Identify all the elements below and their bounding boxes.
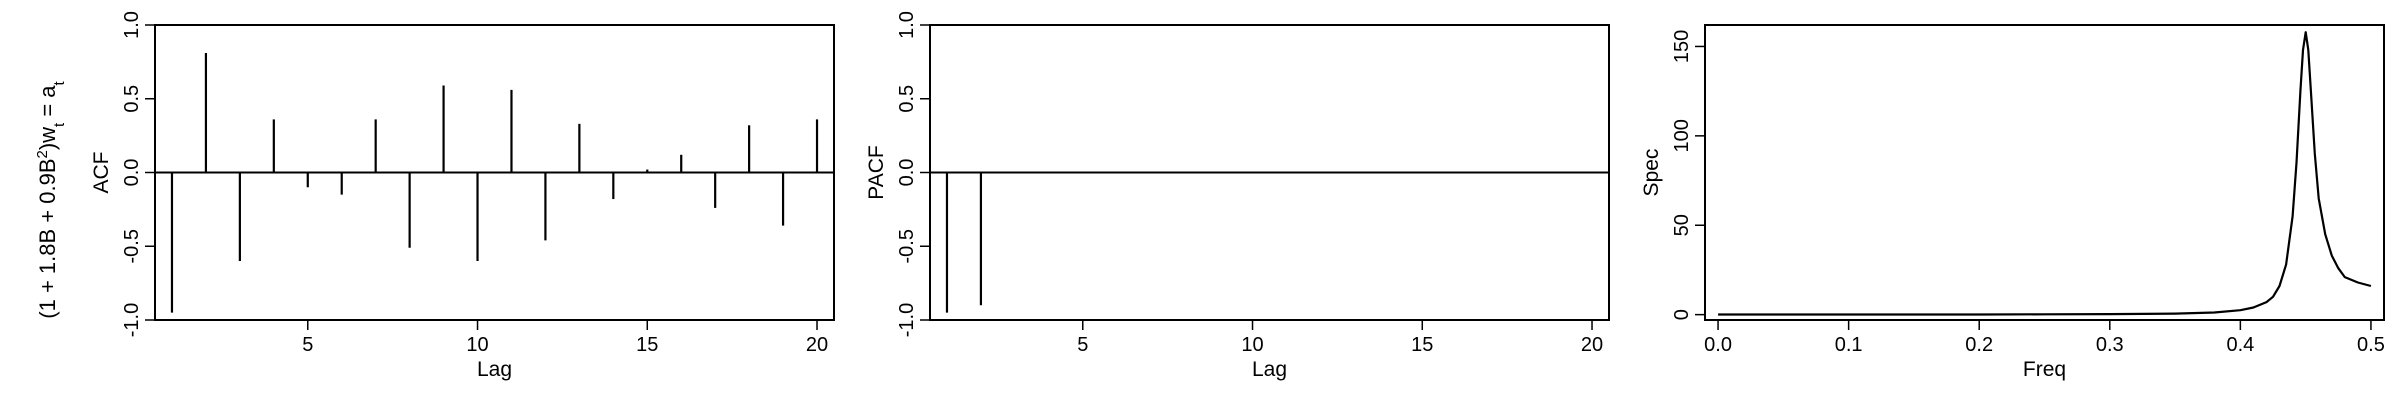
y-tick-label: 1.0 xyxy=(121,11,143,39)
y-tick-label: 0 xyxy=(1671,309,1693,320)
x-tick-label: 0.4 xyxy=(2226,334,2254,356)
y-tick-label: -1.0 xyxy=(121,303,143,337)
x-tick-label: 10 xyxy=(1241,334,1263,356)
acf-panel: 5 10 15 20 -1.0 -0.5 0.0 0.5 1.0 Lag ACF xyxy=(90,11,835,381)
x-axis-title: Lag xyxy=(477,358,512,381)
y-tick-label: -0.5 xyxy=(121,229,143,263)
x-tick-label: 20 xyxy=(806,334,828,356)
spectrum-panel: 0.0 0.1 0.2 0.3 0.4 0.5 0 50 100 150 Freq Spec xyxy=(1640,24,2385,381)
row-label-a-sub: t xyxy=(51,80,68,85)
row-label-w-sub: t xyxy=(51,122,68,127)
x-tick-label: 0.5 xyxy=(2357,334,2385,356)
y-tick-label: 1.0 xyxy=(896,11,918,39)
x-tick-label: 5 xyxy=(1077,334,1088,356)
y-tick-label: 50 xyxy=(1671,214,1693,236)
x-tick-label: 10 xyxy=(466,334,488,356)
row-label-power: 2 xyxy=(34,150,51,158)
pacf-panel: 5 10 15 20 -1.0 -0.5 0.0 0.5 1.0 Lag PACF xyxy=(865,11,1610,381)
y-axis-title: ACF xyxy=(90,152,113,194)
x-tick-label: 15 xyxy=(1411,334,1433,356)
y-tick-label: 0.5 xyxy=(121,85,143,113)
row-label-middle: )w xyxy=(35,127,60,150)
y-tick-label: 100 xyxy=(1671,119,1693,152)
x-tick-label: 0.0 xyxy=(1704,334,1732,356)
x-axis-title: Freq xyxy=(2023,358,2066,381)
x-tick-label: 0.2 xyxy=(1965,334,1993,356)
row-label-eq: = a xyxy=(35,85,60,123)
plot-frame xyxy=(1704,24,2385,321)
y-tick-label: -1.0 xyxy=(896,303,918,337)
spectrum-line xyxy=(1718,31,2372,316)
y-axis-title: PACF xyxy=(865,145,888,199)
row-label: (1 + 1.8B + 0.9B2)wt = at xyxy=(34,80,68,318)
x-tick-label: 0.3 xyxy=(2096,334,2124,356)
x-axis-title: Lag xyxy=(1252,358,1287,381)
y-axis-title: Spec xyxy=(1640,149,1663,197)
y-tick-label: 0.0 xyxy=(121,159,143,187)
x-tick-label: 20 xyxy=(1581,334,1603,356)
y-tick-label: -0.5 xyxy=(896,229,918,263)
x-tick-label: 5 xyxy=(302,334,313,356)
y-tick-label: 150 xyxy=(1671,30,1693,63)
y-tick-label: 0.0 xyxy=(896,159,918,187)
row-label-prefix: (1 + 1.8B + 0.9B xyxy=(35,158,60,318)
y-tick-label: 0.5 xyxy=(896,85,918,113)
x-tick-label: 0.1 xyxy=(1835,334,1863,356)
x-tick-label: 15 xyxy=(636,334,658,356)
